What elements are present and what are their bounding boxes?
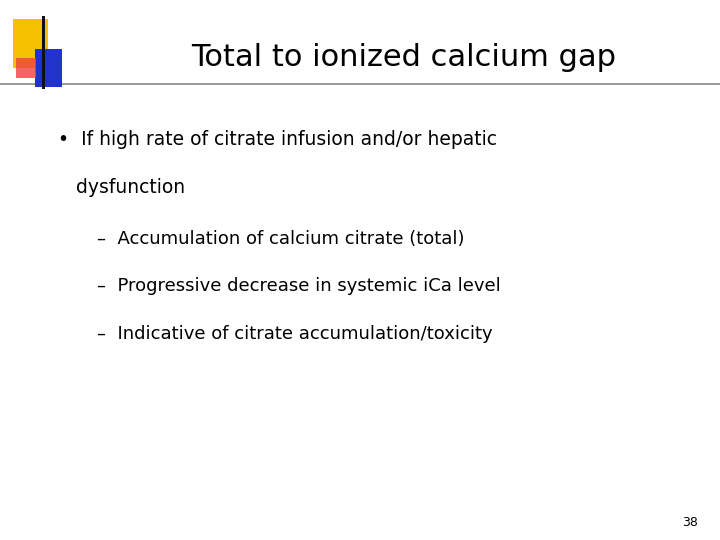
Text: –  Progressive decrease in systemic iCa level: – Progressive decrease in systemic iCa l…	[97, 277, 501, 295]
Text: dysfunction: dysfunction	[58, 178, 185, 197]
Bar	[35, 49, 62, 87]
Bar	[13, 19, 48, 68]
Bar	[42, 16, 45, 89]
Bar	[16, 58, 36, 78]
Text: –  Accumulation of calcium citrate (total): – Accumulation of calcium citrate (total…	[97, 230, 464, 247]
Text: 38: 38	[683, 516, 698, 529]
Text: Total to ionized calcium gap: Total to ionized calcium gap	[191, 43, 616, 72]
Text: •  If high rate of citrate infusion and/or hepatic: • If high rate of citrate infusion and/o…	[58, 130, 497, 148]
Text: –  Indicative of citrate accumulation/toxicity: – Indicative of citrate accumulation/tox…	[97, 325, 492, 342]
